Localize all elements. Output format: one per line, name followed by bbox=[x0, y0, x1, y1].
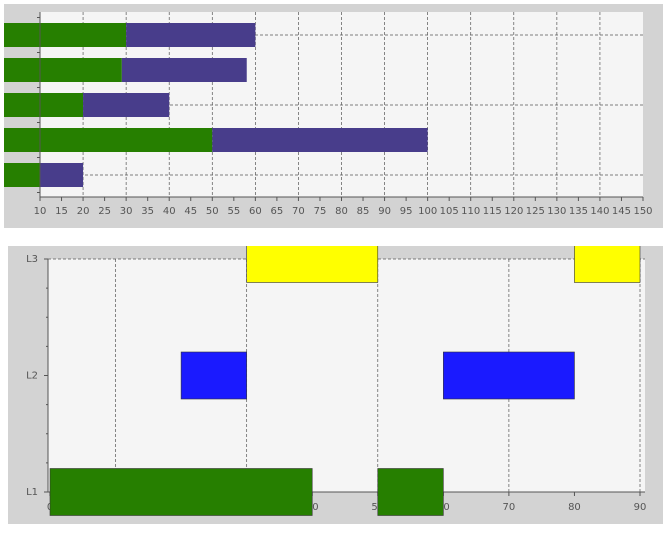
x-tick-label: 10 bbox=[34, 206, 47, 217]
x-tick-label: 50 bbox=[206, 206, 219, 217]
x-tick-label: 120 bbox=[504, 206, 523, 217]
bar bbox=[4, 128, 213, 152]
x-tick-label: 125 bbox=[526, 206, 545, 217]
bar bbox=[83, 93, 170, 117]
x-tick-label: 20 bbox=[77, 206, 90, 217]
x-tick-label: 105 bbox=[440, 206, 459, 217]
x-tick-label: 75 bbox=[314, 206, 327, 217]
bar bbox=[121, 58, 247, 82]
x-tick-label: 55 bbox=[227, 206, 240, 217]
x-tick-label: 140 bbox=[590, 206, 609, 217]
x-tick-label: 150 bbox=[633, 206, 652, 217]
range-bar bbox=[377, 468, 444, 516]
x-tick-label: 60 bbox=[249, 206, 262, 217]
bar bbox=[4, 23, 127, 47]
bar bbox=[4, 58, 122, 82]
x-tick-label: 110 bbox=[461, 206, 480, 217]
bar bbox=[126, 23, 256, 47]
range-bar bbox=[574, 246, 641, 283]
x-tick-label: 25 bbox=[98, 206, 111, 217]
x-tick-label: 80 bbox=[568, 502, 581, 513]
x-tick-label: 135 bbox=[569, 206, 588, 217]
x-tick-label: 15 bbox=[55, 206, 68, 217]
x-tick-label: 145 bbox=[612, 206, 631, 217]
chart-bottom: 0102030405060708090L1L2L3 bbox=[26, 246, 647, 516]
bar bbox=[4, 163, 41, 187]
x-tick-label: 65 bbox=[271, 206, 284, 217]
chart-top: 10 15 20 25 30 35 40 45 50 55 60 65 70 75 80 85 90 95 100 1… bbox=[4, 12, 653, 217]
x-tick-label: 70 bbox=[292, 206, 305, 217]
y-tick-label: L2 bbox=[26, 371, 38, 382]
range-bar bbox=[246, 246, 379, 283]
x-tick-label: 85 bbox=[357, 206, 370, 217]
x-tick-label: 70 bbox=[503, 502, 516, 513]
range-bar bbox=[443, 351, 575, 400]
x-tick-label: 100 bbox=[418, 206, 437, 217]
x-tick-label: 90 bbox=[634, 502, 647, 513]
x-tick-label: 90 bbox=[378, 206, 391, 217]
bar bbox=[212, 128, 428, 152]
y-tick-label: L1 bbox=[26, 487, 38, 498]
x-tick-label: 40 bbox=[163, 206, 176, 217]
bar bbox=[4, 93, 84, 117]
x-tick-label: 80 bbox=[335, 206, 348, 217]
x-tick-label: 35 bbox=[141, 206, 154, 217]
range-bar bbox=[49, 468, 313, 516]
range-bar bbox=[180, 351, 247, 400]
x-tick-label: 115 bbox=[483, 206, 502, 217]
y-tick-label: L3 bbox=[26, 254, 38, 265]
x-tick-label: 95 bbox=[400, 206, 413, 217]
bar bbox=[40, 163, 84, 187]
x-tick-label: 45 bbox=[184, 206, 197, 217]
x-tick-label: 130 bbox=[547, 206, 566, 217]
x-tick-label: 30 bbox=[120, 206, 133, 217]
